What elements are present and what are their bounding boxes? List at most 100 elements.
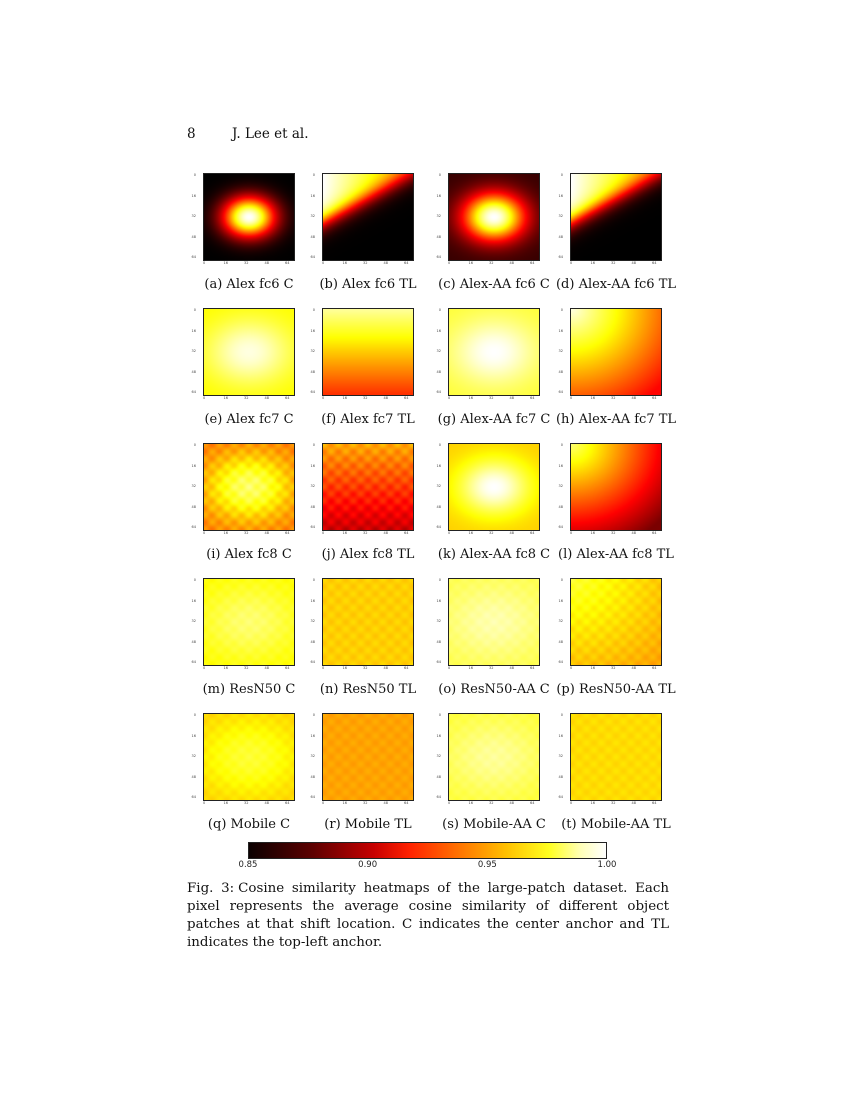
y-tick-label: 16 bbox=[310, 598, 315, 603]
y-tick-label: 64 bbox=[310, 795, 315, 799]
y-tick-label: 32 bbox=[191, 349, 196, 353]
x-tick-label: 32 bbox=[244, 531, 249, 535]
heatmap-canvas bbox=[449, 309, 539, 395]
heatmap-canvas bbox=[204, 714, 294, 800]
y-tick-label: 32 bbox=[558, 754, 563, 758]
y-tick-label: 48 bbox=[558, 639, 563, 644]
heatmap-canvas bbox=[323, 714, 413, 800]
y-tick-label: 64 bbox=[191, 255, 196, 259]
x-tick-label: 48 bbox=[509, 801, 514, 805]
x-tick-label: 0 bbox=[448, 531, 451, 535]
heatmap-canvas bbox=[449, 174, 539, 260]
y-tick-label: 0 bbox=[438, 173, 441, 177]
x-tick-label: 16 bbox=[223, 261, 228, 265]
y-tick-label: 64 bbox=[436, 525, 441, 529]
heatmap-canvas bbox=[204, 309, 294, 395]
heatmap-canvas bbox=[323, 444, 413, 530]
colorbar-tick: 0.85 bbox=[238, 860, 258, 870]
y-tick-label: 32 bbox=[310, 619, 315, 623]
x-tick-label: 16 bbox=[342, 666, 347, 670]
x-tick-label: 16 bbox=[223, 396, 228, 400]
x-tick-label: 48 bbox=[631, 396, 636, 400]
heatmap-image bbox=[570, 443, 662, 531]
x-tick-label: 0 bbox=[322, 666, 325, 670]
y-tick-label: 16 bbox=[310, 328, 315, 333]
x-tick-label: 32 bbox=[363, 396, 368, 400]
y-tick-label: 32 bbox=[310, 349, 315, 353]
y-tick-label: 32 bbox=[558, 214, 563, 218]
subfigure-label: (d) Alex-AA fc6 TL bbox=[555, 277, 677, 292]
x-tick-label: 48 bbox=[631, 666, 636, 670]
x-tick-label: 48 bbox=[631, 801, 636, 805]
x-tick-label: 0 bbox=[322, 261, 325, 265]
y-tick-label: 64 bbox=[558, 255, 563, 259]
y-tick-label: 48 bbox=[191, 639, 196, 644]
heatmap-canvas bbox=[204, 174, 294, 260]
x-tick-label: 0 bbox=[203, 801, 206, 805]
heatmap-image bbox=[448, 578, 540, 666]
y-tick-label: 64 bbox=[558, 795, 563, 799]
x-tick-label: 32 bbox=[489, 531, 494, 535]
x-tick-label: 64 bbox=[652, 531, 657, 535]
x-tick-label: 64 bbox=[530, 396, 535, 400]
y-tick-label: 48 bbox=[191, 234, 196, 239]
y-tick-label: 16 bbox=[436, 733, 441, 738]
heatmap-canvas bbox=[323, 579, 413, 665]
y-tick-label: 32 bbox=[436, 619, 441, 623]
subfigure-label: (r) Mobile TL bbox=[324, 817, 412, 832]
y-tick-label: 48 bbox=[191, 369, 196, 374]
x-tick-label: 0 bbox=[448, 666, 451, 670]
x-tick-label: 32 bbox=[363, 531, 368, 535]
x-tick-label: 0 bbox=[203, 666, 206, 670]
y-tick-label: 16 bbox=[310, 733, 315, 738]
y-tick-label: 64 bbox=[310, 660, 315, 664]
y-tick-label: 48 bbox=[310, 234, 315, 239]
y-tick-label: 64 bbox=[191, 660, 196, 664]
x-tick-label: 48 bbox=[383, 666, 388, 670]
heatmap-canvas bbox=[571, 309, 661, 395]
x-tick-label: 64 bbox=[404, 531, 409, 535]
y-tick-label: 64 bbox=[310, 390, 315, 394]
y-tick-label: 16 bbox=[436, 598, 441, 603]
caption-label: Fig. 3: bbox=[187, 881, 235, 896]
x-tick-label: 0 bbox=[322, 531, 325, 535]
subfigure-label: (o) ResN50-AA C bbox=[438, 682, 550, 697]
x-tick-label: 16 bbox=[590, 531, 595, 535]
x-tick-label: 48 bbox=[631, 261, 636, 265]
colorbar bbox=[248, 842, 607, 859]
running-authors: J. Lee et al. bbox=[232, 126, 309, 142]
x-tick-label: 0 bbox=[448, 261, 451, 265]
x-tick-label: 16 bbox=[468, 396, 473, 400]
y-tick-label: 32 bbox=[191, 214, 196, 218]
y-tick-label: 48 bbox=[436, 234, 441, 239]
subfigure-label: (a) Alex fc6 C bbox=[204, 277, 294, 292]
x-tick-label: 64 bbox=[404, 666, 409, 670]
y-tick-label: 16 bbox=[558, 733, 563, 738]
y-tick-label: 16 bbox=[310, 463, 315, 468]
x-tick-label: 32 bbox=[611, 396, 616, 400]
y-tick-label: 32 bbox=[191, 619, 196, 623]
colorbar-tick: 0.90 bbox=[358, 860, 378, 870]
y-tick-label: 16 bbox=[191, 463, 196, 468]
y-tick-label: 32 bbox=[436, 214, 441, 218]
subfigure-label: (l) Alex-AA fc8 TL bbox=[558, 547, 674, 562]
x-tick-label: 64 bbox=[285, 801, 290, 805]
subfigure-label: (g) Alex-AA fc7 C bbox=[437, 412, 551, 427]
x-tick-label: 0 bbox=[203, 396, 206, 400]
x-tick-label: 16 bbox=[342, 396, 347, 400]
subfigure-label: (q) Mobile C bbox=[207, 817, 291, 832]
x-tick-label: 16 bbox=[468, 531, 473, 535]
subfigure-label: (i) Alex fc8 C bbox=[206, 547, 292, 562]
y-tick-label: 16 bbox=[310, 193, 315, 198]
x-tick-label: 0 bbox=[203, 531, 206, 535]
x-tick-label: 0 bbox=[570, 531, 573, 535]
subfigure-label: (t) Mobile-AA TL bbox=[561, 817, 671, 832]
x-tick-label: 16 bbox=[590, 396, 595, 400]
y-tick-label: 64 bbox=[436, 660, 441, 664]
x-tick-label: 64 bbox=[404, 801, 409, 805]
y-tick-label: 0 bbox=[193, 308, 196, 312]
y-tick-label: 16 bbox=[436, 463, 441, 468]
y-tick-label: 0 bbox=[438, 443, 441, 447]
heatmap-image bbox=[322, 308, 414, 396]
x-tick-label: 48 bbox=[383, 531, 388, 535]
